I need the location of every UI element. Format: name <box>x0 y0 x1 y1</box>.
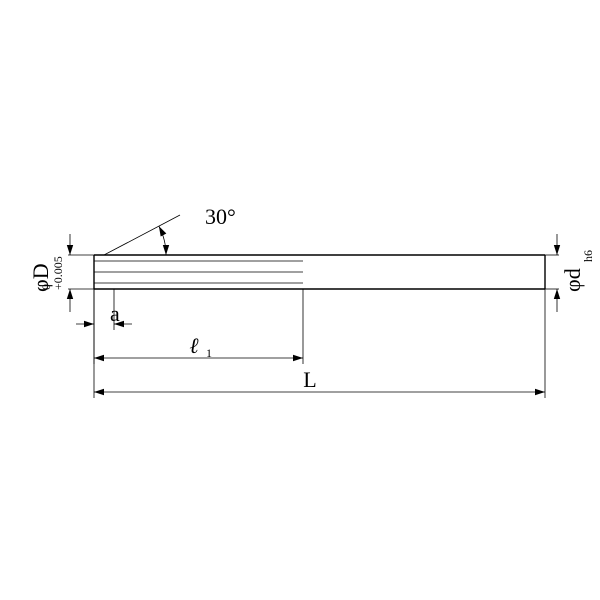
dia-D-tol-lower: 0 <box>39 284 53 290</box>
dim-a-label: a <box>110 301 120 326</box>
dia-d-label: φd <box>560 268 585 292</box>
dia-D-tol-upper: +0.005 <box>51 256 65 290</box>
dim-L-label: L <box>303 367 316 392</box>
dim-l1-label: ℓ <box>189 333 199 358</box>
dim-l1-subscript: 1 <box>206 346 212 360</box>
dia-d-super: h6 <box>581 250 595 262</box>
angle-30-label: 30° <box>205 204 236 229</box>
